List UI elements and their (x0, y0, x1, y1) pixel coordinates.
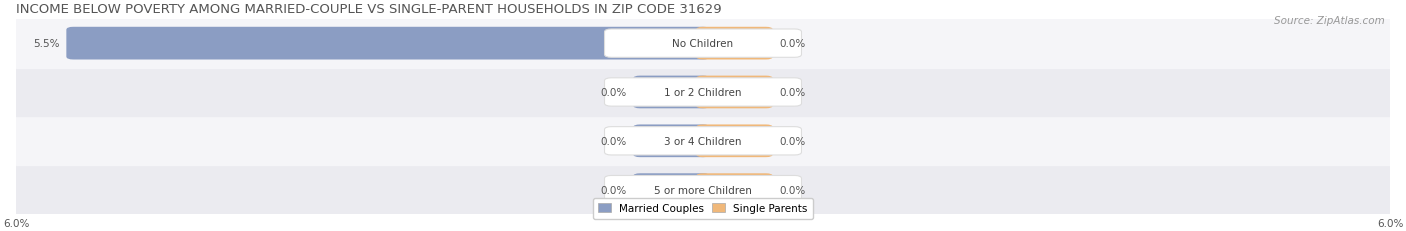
FancyBboxPatch shape (696, 125, 773, 158)
Bar (15, 165, 1391, 214)
Bar (15, 20, 1391, 68)
Text: 5.5%: 5.5% (32, 39, 59, 49)
FancyBboxPatch shape (696, 76, 773, 109)
Text: Source: ZipAtlas.com: Source: ZipAtlas.com (1274, 16, 1385, 26)
Text: 0.0%: 0.0% (600, 88, 626, 97)
Text: 1 or 2 Children: 1 or 2 Children (664, 88, 742, 97)
Text: 5 or more Children: 5 or more Children (654, 185, 752, 195)
Text: 3 or 4 Children: 3 or 4 Children (664, 136, 742, 146)
Text: 0.0%: 0.0% (780, 39, 806, 49)
Text: 0.0%: 0.0% (780, 88, 806, 97)
Text: 0.0%: 0.0% (600, 185, 626, 195)
FancyBboxPatch shape (605, 127, 801, 155)
FancyBboxPatch shape (696, 28, 773, 60)
FancyBboxPatch shape (633, 76, 710, 109)
Bar (15, 117, 1391, 165)
Text: INCOME BELOW POVERTY AMONG MARRIED-COUPLE VS SINGLE-PARENT HOUSEHOLDS IN ZIP COD: INCOME BELOW POVERTY AMONG MARRIED-COUPL… (15, 3, 721, 16)
Text: 0.0%: 0.0% (780, 136, 806, 146)
Text: 0.0%: 0.0% (600, 136, 626, 146)
FancyBboxPatch shape (696, 173, 773, 206)
Legend: Married Couples, Single Parents: Married Couples, Single Parents (593, 198, 813, 219)
FancyBboxPatch shape (605, 79, 801, 107)
FancyBboxPatch shape (66, 28, 710, 60)
FancyBboxPatch shape (633, 173, 710, 206)
FancyBboxPatch shape (605, 176, 801, 204)
FancyBboxPatch shape (605, 30, 801, 58)
Text: No Children: No Children (672, 39, 734, 49)
Text: 0.0%: 0.0% (780, 185, 806, 195)
FancyBboxPatch shape (633, 125, 710, 158)
Bar (15, 68, 1391, 117)
